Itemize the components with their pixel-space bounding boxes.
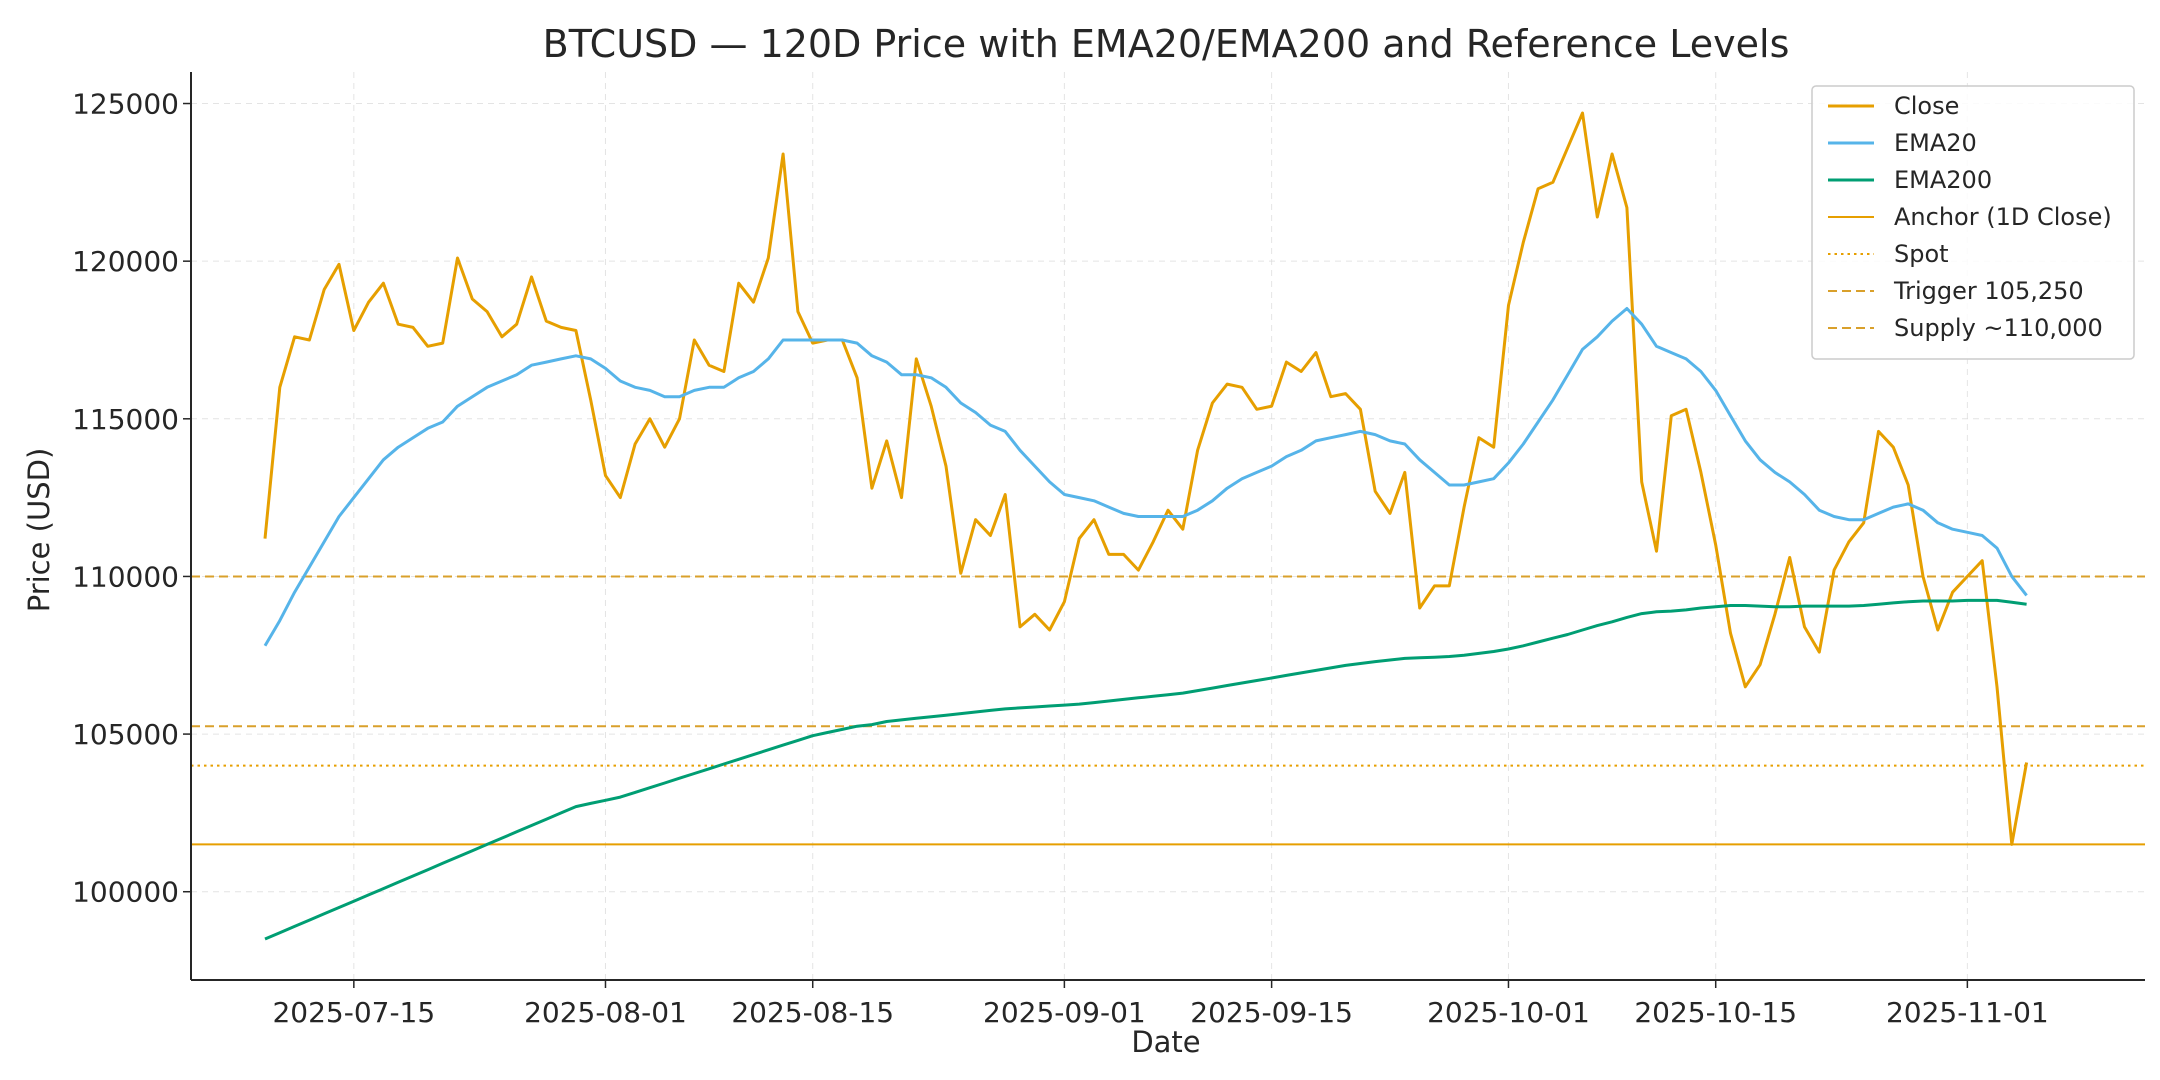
series-line: [264, 598, 2027, 941]
x-tick-label: 2025-07-15: [272, 996, 435, 1029]
legend-label: Supply ~110,000: [1894, 314, 2103, 342]
x-tick-label: 2025-11-01: [1886, 996, 2049, 1029]
y-axis-label: Price (USD): [22, 448, 56, 613]
y-tick-label: 115000: [72, 403, 179, 436]
x-tick-label: 2025-08-15: [731, 996, 894, 1029]
y-tick-label: 110000: [72, 560, 179, 593]
series-line: [263, 307, 2028, 647]
legend-label: EMA200: [1894, 166, 1992, 194]
y-tick-label: 100000: [72, 876, 179, 909]
tick-labels: 2025-07-15 2025-08-01 2025-08-15 2025-09-01…: [72, 88, 2049, 1029]
legend-label: EMA20: [1894, 129, 1977, 157]
legend-label: Close: [1894, 92, 1959, 120]
x-tick-label: 2025-10-15: [1634, 996, 1797, 1029]
legend-label: Anchor (1D Close): [1894, 203, 2112, 231]
legend: Close EMA20 EMA200 Anchor (1D Close) Spot Tri…: [1811, 85, 2135, 360]
legend-label: Trigger 105,250: [1893, 277, 2084, 305]
series-line: [263, 111, 2029, 846]
x-tick-label: 2025-08-01: [524, 996, 687, 1029]
y-tick-label: 125000: [72, 88, 179, 121]
legend-label: Spot: [1894, 240, 1949, 268]
y-tick-label: 120000: [72, 245, 179, 278]
x-tick-label: 2025-09-15: [1190, 996, 1353, 1029]
x-axis-label: Date: [1131, 1025, 1200, 1059]
x-tick-label: 2025-09-01: [983, 996, 1146, 1029]
x-tick-label: 2025-10-01: [1427, 996, 1590, 1029]
chart-title: BTCUSD — 120D Price with EMA20/EMA200 an…: [543, 22, 1790, 66]
axes: [183, 72, 2145, 988]
reference-lines: [191, 575, 2145, 846]
series-lines: [263, 111, 2029, 941]
legend-box: [1811, 85, 2135, 360]
y-tick-label: 105000: [72, 718, 179, 751]
